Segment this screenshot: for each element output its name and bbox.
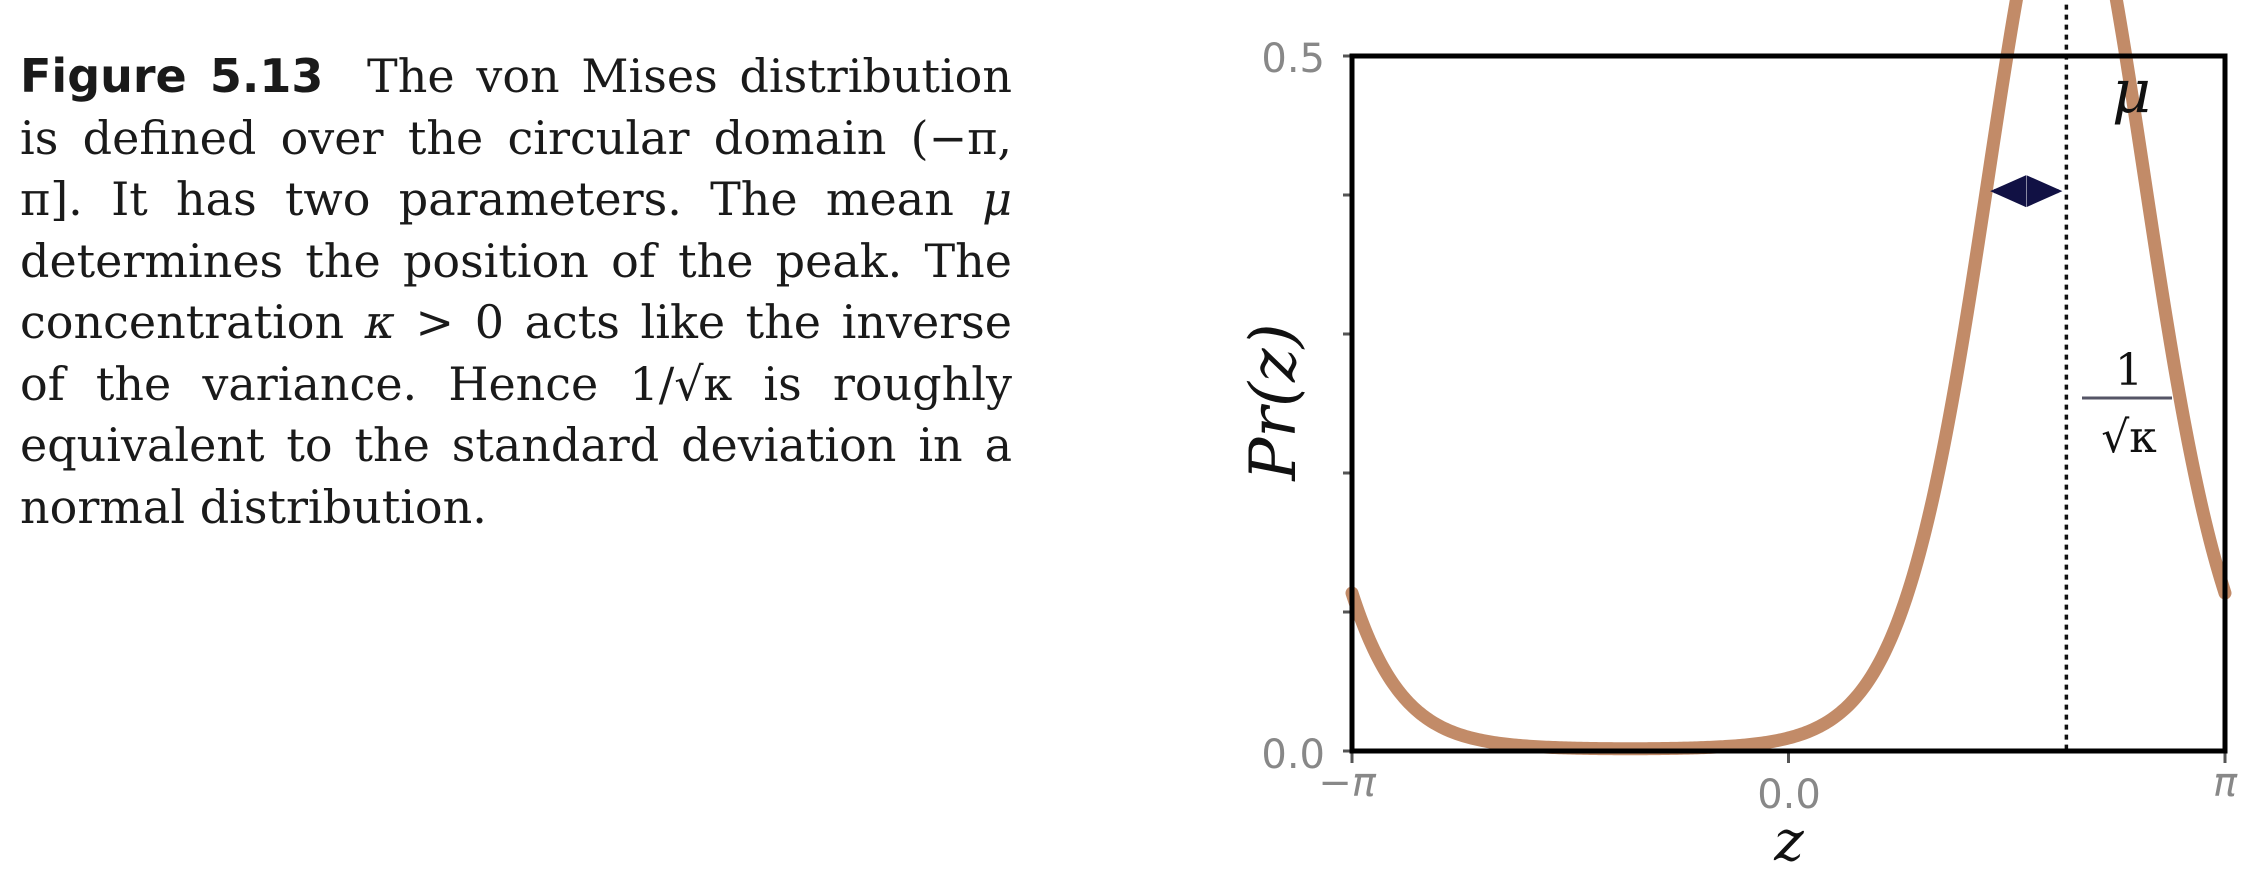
caption-mu-symbol: μ [982, 172, 1012, 226]
x-tick-label-neg-pi: −π [1318, 760, 1377, 806]
peak-mu-label: μ [2112, 57, 2151, 127]
x-tick-label-pi: π [2213, 760, 2238, 806]
plot-frame [1349, 53, 2228, 754]
caption-kappa-symbol: κ [364, 295, 395, 349]
y-axis-label: Pr(z) [1237, 323, 1311, 481]
width-fraction-denominator: √κ [2101, 412, 2157, 463]
y-tick-label-0: 0.0 [1261, 732, 1325, 778]
figure-caption: Figure 5.13 The von Mises distribu­tion … [20, 46, 1012, 538]
caption-text-3: > 0 acts like the inverse of the vari­an… [20, 295, 1013, 534]
width-fraction-numerator: 1 [2115, 345, 2143, 396]
caption-text-1: The von Mises distribu­tion is defined o… [20, 49, 1013, 226]
x-tick-label-zero: 0.0 [1757, 772, 1821, 818]
caption-text-2: determines the position of the peak. The… [20, 233, 1012, 350]
x-axis-label: z [1773, 809, 1804, 874]
figure-label: Figure 5.13 [20, 49, 324, 103]
series-line [1345, 0, 2232, 756]
y-tick-label-0.5: 0.5 [1261, 36, 1325, 82]
